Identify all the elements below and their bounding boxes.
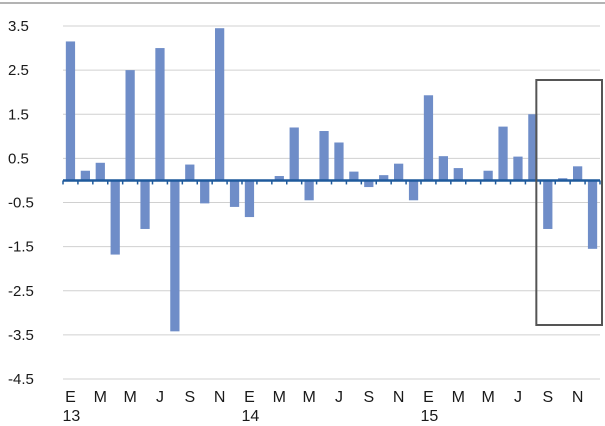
x-tick-label: J <box>335 389 343 406</box>
bar <box>304 180 314 201</box>
bar <box>379 175 389 181</box>
bar <box>229 180 240 207</box>
bar <box>408 180 419 201</box>
bar <box>334 142 344 181</box>
x-tick-label: M <box>302 389 315 406</box>
y-tick-label: 1.5 <box>8 106 29 123</box>
y-tick-label: 0.5 <box>8 150 29 167</box>
bar <box>110 180 120 255</box>
y-axis-labels: 3.5 2.5 1.5 0.5 -0.5 -1.5 -2.5 -3.5 -4.5 <box>8 18 34 388</box>
x-tick-label: M <box>273 389 286 406</box>
y-tick-label: -3.5 <box>8 327 34 344</box>
x-tick-label: E <box>65 389 76 406</box>
bar <box>543 180 553 229</box>
bars <box>65 28 598 332</box>
bar <box>513 156 523 181</box>
bar <box>274 176 284 181</box>
bar <box>573 166 583 181</box>
bar <box>438 156 448 181</box>
x-tick-label: S <box>542 389 553 406</box>
bar <box>95 162 105 181</box>
bar <box>289 127 299 181</box>
bar <box>155 48 165 181</box>
bar <box>349 171 359 181</box>
bar <box>319 131 329 181</box>
highlight-rect <box>535 79 603 326</box>
x-tick-label: J <box>156 389 164 406</box>
x-year-label: 13 <box>62 408 80 425</box>
bar <box>185 164 195 181</box>
x-tick-label: M <box>94 389 107 406</box>
y-tick-label: 2.5 <box>8 62 29 79</box>
bar <box>200 180 210 204</box>
bar <box>528 114 538 181</box>
x-tick-label: M <box>123 389 136 406</box>
x-tick-label: S <box>184 389 195 406</box>
y-tick-label: -1.5 <box>8 239 34 256</box>
bar <box>394 163 404 181</box>
bar <box>140 180 150 229</box>
bar <box>423 95 434 181</box>
bar <box>170 180 180 332</box>
x-tick-label: N <box>572 389 584 406</box>
x-year-label: 14 <box>241 408 259 425</box>
y-tick-label: 3.5 <box>8 18 29 35</box>
x-tick-label: N <box>393 389 405 406</box>
x-tick-label: M <box>481 389 494 406</box>
y-tick-label: -2.5 <box>8 283 34 300</box>
bar <box>587 180 598 249</box>
bar <box>65 41 76 181</box>
bar <box>244 180 255 218</box>
x-tick-label: S <box>363 389 374 406</box>
highlight-box <box>535 79 603 326</box>
bar <box>80 170 90 181</box>
x-tick-label: J <box>514 389 522 406</box>
y-tick-label: -4.5 <box>8 371 34 388</box>
grid-lines <box>63 25 600 380</box>
y-tick-label: -0.5 <box>8 195 34 212</box>
x-tick-label: E <box>423 389 434 406</box>
x-axis-labels: E M M J S N E M M J S N E M M J S N13 14 15 <box>62 389 583 425</box>
zero-axis <box>62 179 601 185</box>
bar <box>453 168 463 181</box>
bar <box>483 170 493 181</box>
bar <box>215 28 225 181</box>
bar <box>498 126 508 181</box>
x-tick-label: M <box>452 389 465 406</box>
bar <box>125 70 135 181</box>
x-tick-label: E <box>244 389 255 406</box>
bar <box>364 180 374 188</box>
x-year-label: 15 <box>420 408 438 425</box>
x-tick-label: N <box>214 389 226 406</box>
